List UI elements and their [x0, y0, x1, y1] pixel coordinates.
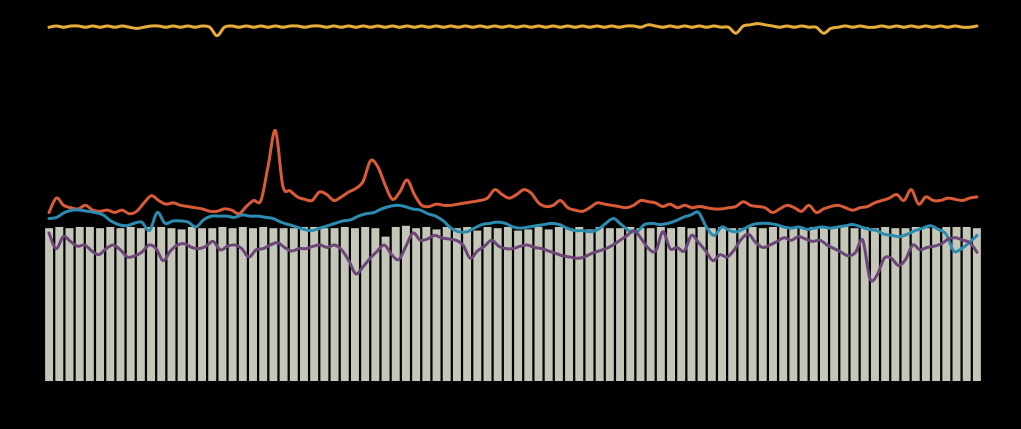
bar-55	[595, 226, 604, 381]
bar-39	[432, 229, 441, 381]
bar-13	[167, 228, 176, 381]
lines-layer	[47, 22, 979, 283]
bar-52	[565, 228, 574, 381]
bar-73	[779, 226, 788, 381]
bar-47	[514, 230, 523, 381]
bar-15	[187, 226, 196, 381]
bar-8	[116, 228, 125, 381]
bar-72	[769, 226, 777, 381]
bar-90	[952, 226, 961, 381]
bar-59	[636, 228, 645, 381]
bar-57	[616, 228, 625, 381]
bar-58	[626, 226, 635, 381]
bar-29	[330, 228, 339, 381]
bar-25	[289, 228, 298, 381]
bar-70	[748, 226, 757, 381]
bar-48	[524, 229, 533, 381]
bars-layer	[45, 225, 981, 381]
bar-87	[921, 228, 930, 381]
bar-6	[96, 228, 105, 381]
bar-51	[554, 226, 563, 381]
bar-3	[65, 228, 74, 381]
bar-18	[218, 226, 227, 381]
bar-79	[840, 226, 849, 381]
bar-22	[259, 226, 268, 381]
series-line-3	[47, 203, 979, 254]
bar-60	[646, 228, 655, 381]
bar-24	[279, 228, 288, 381]
bar-92	[972, 228, 981, 381]
bar-54	[585, 229, 594, 381]
bar-23	[269, 228, 278, 381]
bar-46	[503, 226, 512, 381]
bar-21	[249, 228, 257, 381]
bar-9	[126, 226, 135, 381]
series-line-4	[47, 229, 979, 283]
bar-10	[136, 228, 145, 381]
bar-19	[228, 228, 237, 381]
bar-44	[483, 226, 492, 381]
bar-26	[300, 226, 308, 381]
series-line-1	[47, 22, 979, 38]
bar-36	[401, 225, 410, 381]
bar-16	[198, 228, 207, 381]
bar-20	[238, 226, 247, 381]
bar-42	[463, 226, 472, 381]
bar-71	[758, 228, 767, 381]
series-line-2	[47, 129, 979, 216]
bar-28	[320, 228, 329, 381]
bar-61	[656, 226, 665, 381]
bar-82	[870, 228, 879, 381]
bar-32	[361, 226, 370, 381]
bar-4	[75, 226, 84, 381]
bar-64	[687, 228, 696, 381]
bar-41	[452, 228, 461, 381]
bar-50	[544, 229, 553, 381]
bar-27	[310, 226, 319, 381]
bar-89	[942, 226, 951, 381]
bar-86	[911, 226, 920, 381]
bar-78	[830, 226, 839, 381]
bar-62	[667, 228, 676, 381]
bar-31	[350, 228, 359, 381]
bar-33	[371, 228, 380, 381]
bar-49	[534, 226, 543, 381]
bar-84	[891, 228, 900, 381]
bar-43	[473, 230, 482, 381]
bar-34	[381, 236, 390, 381]
bar-45	[493, 228, 502, 381]
bar-77	[819, 228, 828, 381]
bar-38	[422, 226, 431, 381]
bar-69	[738, 228, 747, 381]
bar-2	[55, 226, 64, 381]
bar-63	[677, 226, 686, 381]
bar-30	[340, 226, 349, 381]
bar-81	[860, 226, 869, 381]
bar-85	[901, 228, 910, 381]
bar-67	[718, 226, 726, 381]
bar-74	[789, 228, 798, 381]
bar-76	[809, 226, 818, 381]
bar-88	[932, 228, 941, 381]
bar-37	[412, 228, 421, 381]
bar-75	[799, 228, 808, 381]
bar-17	[208, 228, 217, 381]
bar-1	[45, 228, 54, 381]
bar-11	[147, 226, 156, 381]
bar-40	[442, 226, 451, 381]
bar-35	[391, 226, 400, 381]
bar-12	[157, 226, 166, 381]
bar-56	[605, 228, 614, 381]
bar-80	[850, 228, 859, 381]
bar-66	[707, 228, 716, 381]
bar-68	[728, 228, 737, 381]
bar-91	[962, 226, 971, 381]
bar-14	[177, 229, 186, 381]
bar-5	[85, 226, 94, 381]
bar-7	[106, 226, 115, 381]
bar-83	[881, 226, 890, 381]
bar-65	[697, 226, 706, 381]
bar-53	[575, 226, 584, 381]
